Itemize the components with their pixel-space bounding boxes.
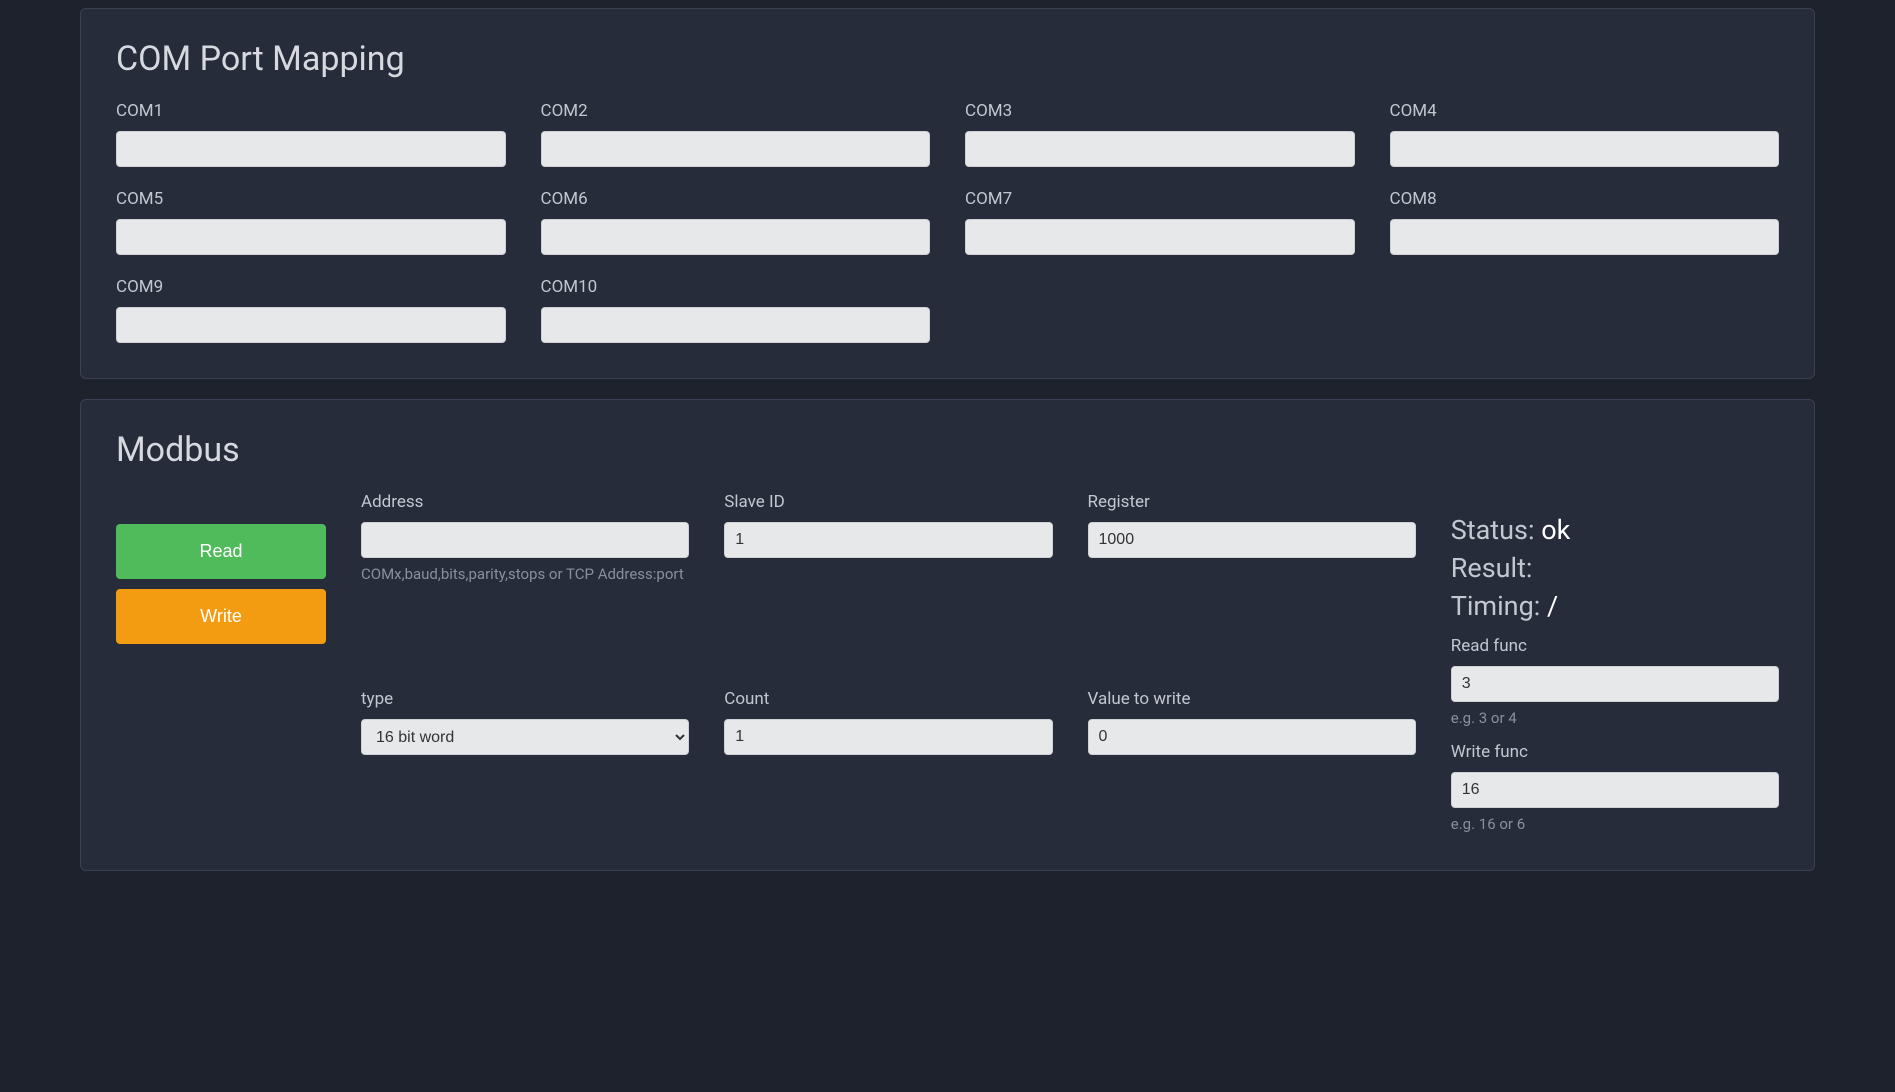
address-label: Address: [361, 492, 689, 512]
read-func-help: e.g. 3 or 4: [1451, 708, 1779, 728]
count-input[interactable]: [724, 719, 1052, 755]
register-label: Register: [1088, 492, 1416, 512]
register-field: Register: [1088, 492, 1416, 558]
result-label: Result:: [1451, 552, 1533, 584]
write-func-label: Write func: [1451, 742, 1779, 762]
com-port-label: COM9: [116, 277, 506, 297]
timing-value: /: [1547, 590, 1558, 622]
address-input[interactable]: [361, 522, 689, 558]
slave-id-label: Slave ID: [724, 492, 1052, 512]
com-port-field: COM1: [116, 101, 506, 167]
com10-input[interactable]: [541, 307, 931, 343]
modbus-buttons: Read Write: [116, 492, 326, 654]
com-port-mapping-card: COM Port Mapping COM1 COM2 COM3 COM4 COM…: [80, 8, 1815, 379]
com-port-field: COM9: [116, 277, 506, 343]
com9-input[interactable]: [116, 307, 506, 343]
read-func-label: Read func: [1451, 636, 1779, 656]
com4-input[interactable]: [1390, 131, 1780, 167]
com-port-field: COM5: [116, 189, 506, 255]
com-port-field: COM4: [1390, 101, 1780, 167]
value-to-write-label: Value to write: [1088, 689, 1416, 709]
write-func-input[interactable]: [1451, 772, 1779, 808]
com1-input[interactable]: [116, 131, 506, 167]
slave-id-field: Slave ID: [724, 492, 1052, 558]
com-port-label: COM6: [541, 189, 931, 209]
slave-id-input[interactable]: [724, 522, 1052, 558]
com6-input[interactable]: [541, 219, 931, 255]
com-port-label: COM3: [965, 101, 1355, 121]
write-func-help: e.g. 16 or 6: [1451, 814, 1779, 834]
com-port-field: COM10: [541, 277, 931, 343]
value-to-write-input[interactable]: [1088, 719, 1416, 755]
com-port-field: COM3: [965, 101, 1355, 167]
com3-input[interactable]: [965, 131, 1355, 167]
com-port-field: COM2: [541, 101, 931, 167]
com-port-label: COM4: [1390, 101, 1780, 121]
com-port-label: COM5: [116, 189, 506, 209]
value-to-write-field: Value to write: [1088, 689, 1416, 755]
write-button[interactable]: Write: [116, 589, 326, 644]
com-port-field: COM8: [1390, 189, 1780, 255]
com-port-mapping-title: COM Port Mapping: [116, 39, 1779, 79]
read-func-input[interactable]: [1451, 666, 1779, 702]
modbus-status-panel: Status: ok Result: Timing: / Read func e…: [1451, 492, 1779, 835]
read-func-field: Read func e.g. 3 or 4: [1451, 636, 1779, 728]
count-label: Count: [724, 689, 1052, 709]
status-line: Status: ok: [1451, 514, 1779, 546]
modbus-card: Modbus Read Write Address COMx,baud,bits…: [80, 399, 1815, 871]
com2-input[interactable]: [541, 131, 931, 167]
type-label: type: [361, 689, 689, 709]
com-port-field: COM7: [965, 189, 1355, 255]
com-port-label: COM2: [541, 101, 931, 121]
modbus-grid: Read Write Address COMx,baud,bits,parity…: [116, 492, 1779, 835]
type-field: type 16 bit word: [361, 689, 689, 755]
modbus-title: Modbus: [116, 430, 1779, 470]
count-field: Count: [724, 689, 1052, 755]
com-port-label: COM7: [965, 189, 1355, 209]
com8-input[interactable]: [1390, 219, 1780, 255]
timing-line: Timing: /: [1451, 590, 1779, 622]
write-func-field: Write func e.g. 16 or 6: [1451, 742, 1779, 834]
com-port-label: COM1: [116, 101, 506, 121]
com-port-label: COM10: [541, 277, 931, 297]
status-label: Status:: [1451, 514, 1535, 546]
timing-label: Timing:: [1451, 590, 1541, 622]
com-port-field: COM6: [541, 189, 931, 255]
address-field: Address COMx,baud,bits,parity,stops or T…: [361, 492, 689, 584]
type-select[interactable]: 16 bit word: [361, 719, 689, 755]
com-port-grid: COM1 COM2 COM3 COM4 COM5 COM6 COM7 COM8: [116, 101, 1779, 343]
result-line: Result:: [1451, 552, 1779, 584]
register-input[interactable]: [1088, 522, 1416, 558]
com5-input[interactable]: [116, 219, 506, 255]
status-value: ok: [1541, 514, 1570, 546]
com7-input[interactable]: [965, 219, 1355, 255]
address-help: COMx,baud,bits,parity,stops or TCP Addre…: [361, 564, 689, 584]
read-button[interactable]: Read: [116, 524, 326, 579]
com-port-label: COM8: [1390, 189, 1780, 209]
